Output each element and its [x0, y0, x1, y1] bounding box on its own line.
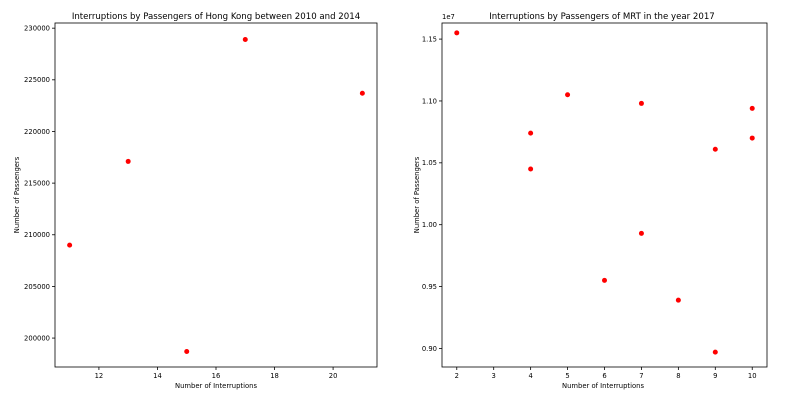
chart-right-point: [675, 297, 681, 303]
chart-right-point: [454, 30, 460, 36]
chart-left-ytick-label: 225000: [24, 76, 50, 84]
chart-right-xlabel: Number of Interruptions: [562, 382, 644, 390]
chart-right-axes: 2 3 4 5 6 7 8 9 10 0.90 0.95 1.00 1.05 1.10 1.15: [422, 35, 757, 380]
chart-left-point: [125, 158, 131, 164]
chart-right-ytick-label: 1.15: [422, 35, 437, 43]
chart-right-point: [565, 92, 571, 98]
chart-right-xtick-label: 5: [565, 372, 569, 380]
chart-left-plot-area: [54, 22, 378, 368]
chart-right-title: Interruptions by Passengers of MRT in th…: [489, 12, 715, 22]
chart-right-xtick-label: 2: [455, 372, 459, 380]
chart-left-ytick-label: 220000: [24, 128, 50, 136]
chart-left-point: [184, 349, 190, 355]
chart-left-xtick-label: 20: [329, 372, 338, 380]
chart-right: Interruptions by Passengers of MRT in th…: [413, 12, 768, 390]
chart-right-point: [638, 230, 644, 236]
chart-left-points: [67, 37, 365, 355]
chart-right-point: [602, 277, 607, 283]
chart-left-ytick-label: 210000: [24, 231, 50, 239]
chart-right-point: [528, 130, 534, 136]
chart-left-point: [242, 37, 248, 43]
chart-right-offset-text: 1e7: [442, 13, 455, 21]
chart-left-point: [67, 242, 73, 248]
chart-right-xtick-label: 6: [602, 372, 606, 380]
chart-left-ylabel: Number of Passengers: [13, 156, 21, 233]
chart-right-point: [749, 135, 755, 141]
chart-right-ytick-label: 0.90: [422, 345, 437, 353]
chart-right-point: [528, 166, 534, 172]
chart-right-ytick-label: 1.10: [422, 97, 437, 105]
chart-left-ytick-label: 230000: [24, 25, 50, 33]
chart-left-xtick-label: 12: [95, 372, 104, 380]
chart-right-ytick-label: 1.00: [422, 221, 437, 229]
chart-left-ytick-label: 205000: [24, 283, 50, 291]
chart-right-ytick-label: 0.95: [422, 283, 437, 291]
chart-right-xtick-label: 4: [528, 372, 532, 380]
chart-right-xtick-label: 3: [492, 372, 496, 380]
chart-right-plot-area: [441, 22, 768, 368]
chart-right-xtick-label: 8: [676, 372, 680, 380]
chart-left-ytick-label: 215000: [24, 180, 50, 188]
chart-right-point: [712, 146, 718, 152]
chart-left-xtick-label: 18: [270, 372, 279, 380]
chart-right-xtick-label: 7: [639, 372, 643, 380]
chart-right-xtick-label: 9: [713, 372, 717, 380]
chart-right-xtick-label: 10: [748, 372, 757, 380]
chart-right-ylabel: Number of Passengers: [413, 156, 421, 233]
chart-right-ytick-label: 1.05: [422, 159, 437, 167]
chart-left-xtick-label: 14: [153, 372, 162, 380]
chart-right-point: [712, 349, 718, 355]
chart-left-ytick-label: 200000: [24, 334, 50, 342]
chart-left-axes: 12 14 16 18 20 200000 205000 210000 215000 220000…: [24, 25, 337, 380]
chart-left: Interruptions by Passengers of Hong Kong…: [13, 12, 378, 390]
chart-right-point: [749, 105, 755, 111]
chart-right-points: [454, 30, 755, 355]
chart-left-title: Interruptions by Passengers of Hong Kong…: [72, 12, 360, 22]
chart-right-point: [638, 100, 644, 106]
chart-left-xtick-label: 16: [212, 372, 221, 380]
chart-left-xlabel: Number of Interruptions: [175, 382, 257, 390]
chart-left-point: [359, 90, 365, 96]
